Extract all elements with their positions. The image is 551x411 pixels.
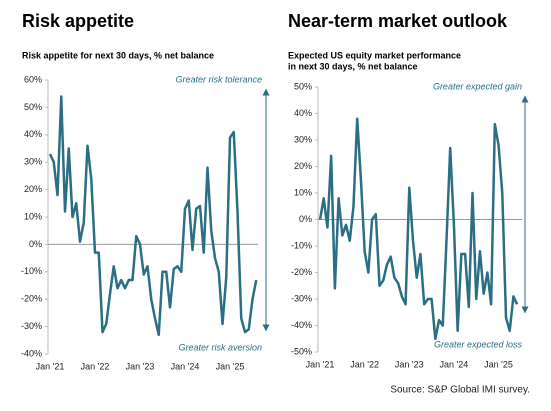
x-tick-label: Jan '23 — [126, 361, 155, 371]
y-tick-label: -20% — [21, 294, 42, 304]
y-tick-label: -20% — [291, 267, 312, 277]
y-tick-label: -40% — [291, 320, 312, 330]
y-tick-label: 0% — [29, 239, 42, 249]
y-tick-label: 30% — [24, 157, 42, 167]
annotation: Greater expected loss — [434, 339, 523, 349]
y-tick-label: 10% — [24, 211, 42, 221]
subtitle: Risk appetite for next 30 days, % net ba… — [22, 50, 214, 60]
y-tick-label: 10% — [294, 187, 312, 197]
y-tick-label: -10% — [21, 266, 42, 276]
subtitle: in next 30 days, % net balance — [288, 61, 418, 71]
x-tick-label: Jan '25 — [484, 359, 513, 369]
data-line — [48, 95, 258, 337]
y-tick-label: 60% — [24, 74, 42, 84]
x-tick-label: Jan '24 — [171, 361, 200, 371]
chart-title: Near-term market outlook — [288, 11, 508, 31]
y-tick-label: -40% — [21, 348, 42, 358]
y-tick-label: -30% — [291, 293, 312, 303]
y-tick-label: -50% — [291, 346, 312, 356]
y-tick-label: -30% — [21, 321, 42, 331]
x-tick-label: Jan '25 — [216, 361, 245, 371]
x-tick-label: Jan '22 — [81, 361, 110, 371]
y-tick-label: 40% — [24, 129, 42, 139]
y-tick-label: 50% — [294, 81, 312, 91]
source: Source: S&P Global IMI survey. — [390, 385, 530, 396]
y-tick-label: 40% — [294, 108, 312, 118]
y-tick-label: -10% — [291, 240, 312, 250]
y-tick-label: 20% — [24, 184, 42, 194]
x-tick-label: Jan '22 — [350, 359, 379, 369]
y-tick-label: 0% — [299, 214, 312, 224]
subtitle: Expected US equity market performance — [288, 50, 461, 60]
annotation: Greater risk tolerance — [175, 74, 262, 84]
annotation: Greater expected gain — [433, 81, 522, 91]
chart-title: Risk appetite — [22, 11, 134, 31]
annotation: Greater risk aversion — [178, 342, 262, 352]
y-tick-label: 50% — [24, 102, 42, 112]
y-tick-label: 30% — [294, 134, 312, 144]
x-tick-label: Jan '24 — [440, 359, 469, 369]
data-line — [318, 117, 519, 340]
x-tick-label: Jan '23 — [395, 359, 424, 369]
x-tick-label: Jan '21 — [36, 361, 65, 371]
y-tick-label: 20% — [294, 161, 312, 171]
x-tick-label: Jan '21 — [306, 359, 335, 369]
